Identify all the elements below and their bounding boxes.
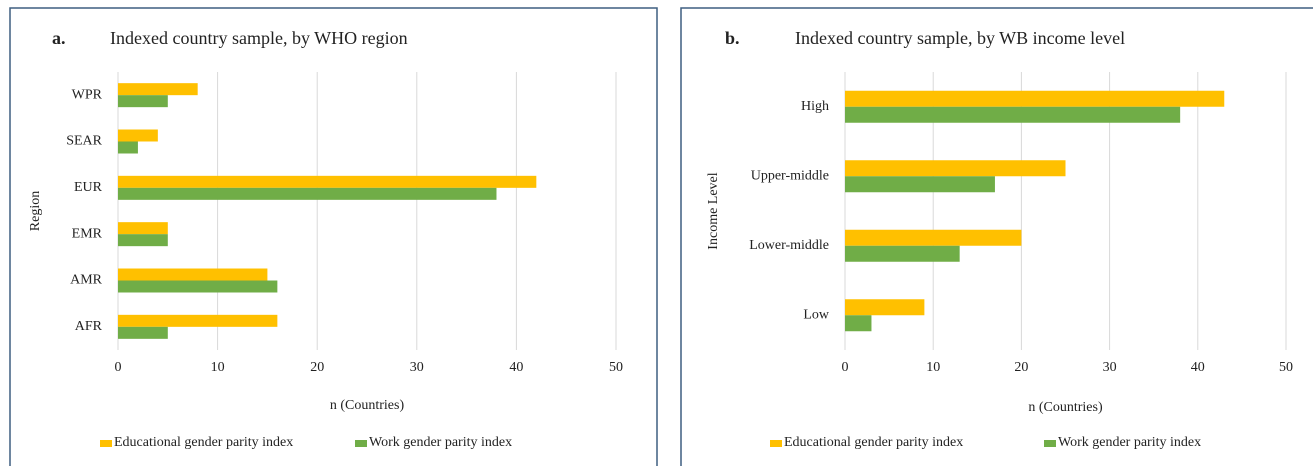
legend-label: Educational gender parity index	[784, 435, 963, 450]
bar	[845, 90, 1225, 107]
y-tick-label: High	[801, 99, 829, 114]
y-axis-label: Income Level	[706, 172, 721, 249]
y-tick-label: EMR	[72, 226, 103, 241]
y-axis-label: Region	[28, 191, 43, 231]
x-tick-label: 0	[115, 360, 122, 375]
y-tick-label: Low	[803, 307, 830, 322]
bar	[118, 187, 497, 200]
y-tick-label: EUR	[74, 180, 103, 195]
bar	[118, 129, 158, 142]
bar	[845, 229, 1022, 246]
chart-title: Indexed country sample, by WHO region	[110, 28, 408, 48]
x-tick-label: 50	[1279, 360, 1293, 375]
bar	[118, 326, 168, 339]
bar	[845, 299, 925, 316]
x-tick-label: 10	[211, 360, 225, 375]
legend-label: Educational gender parity index	[114, 435, 293, 450]
bar	[845, 106, 1181, 123]
bar	[118, 141, 138, 154]
bar	[845, 176, 995, 193]
y-tick-label: Lower-middle	[749, 238, 829, 253]
y-tick-label: SEAR	[66, 134, 102, 149]
panel-frame	[9, 7, 658, 466]
x-tick-label: 30	[1103, 360, 1117, 375]
chart-title: Indexed country sample, by WB income lev…	[795, 28, 1125, 48]
y-tick-label: AMR	[70, 273, 103, 288]
x-tick-label: 30	[410, 360, 424, 375]
legend-key	[1044, 440, 1056, 447]
x-axis-label: n (Countries)	[330, 398, 405, 413]
bar	[118, 95, 168, 108]
x-axis-label: n (Countries)	[1028, 400, 1103, 415]
legend-key	[355, 440, 367, 447]
y-tick-label: Upper-middle	[751, 168, 829, 183]
x-tick-label: 50	[609, 360, 623, 375]
y-tick-label: WPR	[72, 87, 103, 102]
legend-label: Work gender parity index	[369, 435, 512, 450]
x-tick-label: 0	[842, 360, 849, 375]
bar	[845, 160, 1066, 177]
bar	[118, 222, 168, 235]
bar	[118, 175, 537, 188]
bar	[118, 280, 278, 293]
x-tick-label: 40	[509, 360, 523, 375]
bar	[845, 245, 960, 262]
bar	[118, 314, 278, 327]
legend-key	[770, 440, 782, 447]
x-tick-label: 20	[1014, 360, 1028, 375]
bar	[845, 315, 872, 332]
panel-frame	[680, 7, 1313, 466]
x-tick-label: 10	[926, 360, 940, 375]
panel-label: b.	[725, 28, 740, 48]
y-tick-label: AFR	[75, 319, 103, 334]
bar	[118, 83, 198, 96]
panel-label: a.	[52, 28, 66, 48]
x-tick-label: 20	[310, 360, 324, 375]
legend-label: Work gender parity index	[1058, 435, 1201, 450]
bar	[118, 268, 268, 281]
x-tick-label: 40	[1191, 360, 1205, 375]
bar	[118, 234, 168, 247]
legend-key	[100, 440, 112, 447]
